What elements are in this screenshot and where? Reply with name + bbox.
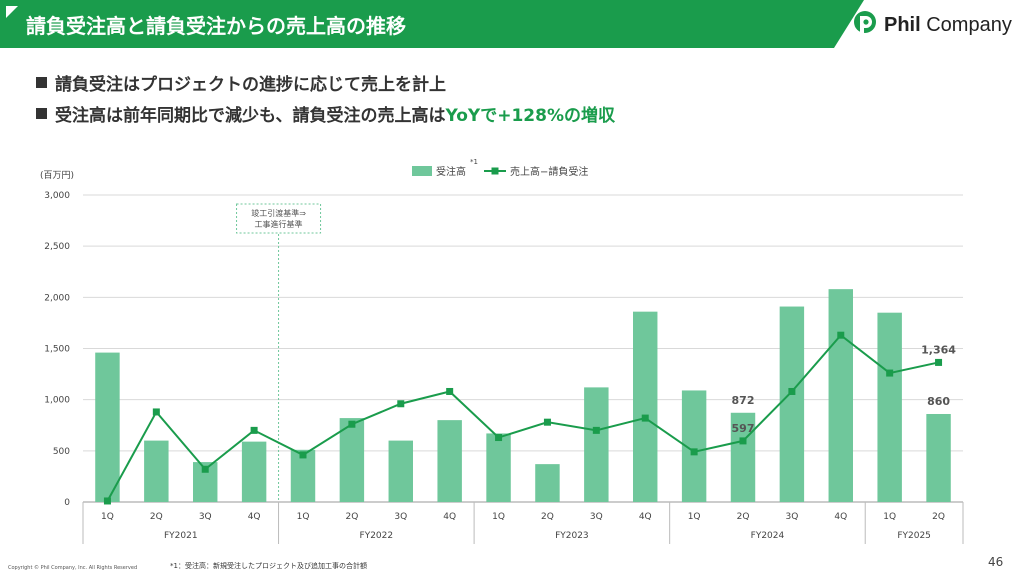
page-title: 請負受注高と請負受注からの売上高の推移 <box>26 14 406 38</box>
x-tick-label: 3Q <box>785 512 798 522</box>
bar-orders <box>486 433 511 502</box>
logo-mark-icon <box>854 11 876 38</box>
bar-orders <box>437 420 462 502</box>
bar-orders <box>339 418 365 502</box>
line-point-sales <box>592 426 600 434</box>
legend-label-sales: 売上高−請負受注 <box>510 165 588 178</box>
x-tick-label: 3Q <box>394 512 407 522</box>
line-point-sales <box>886 369 894 377</box>
x-tick-label: 4Q <box>834 512 847 522</box>
line-point-sales <box>201 465 209 473</box>
x-tick-label: 2Q <box>737 512 750 522</box>
bar-orders <box>633 311 658 502</box>
y-tick-label: 1,000 <box>44 396 70 406</box>
bullet-2: 受注高は前年同期比で減少も、請負受注の売上高はYoYで+128%の増収 <box>36 101 615 126</box>
x-tick-label: 3Q <box>590 512 603 522</box>
x-group-label: FY2024 <box>751 531 785 541</box>
annotation-line-1: 竣工引渡基準⇒ <box>251 208 306 218</box>
x-tick-label: 1Q <box>297 512 310 522</box>
line-point-sales <box>935 358 943 366</box>
bar-orders <box>95 352 120 502</box>
bar-orders <box>388 440 413 502</box>
line-point-sales <box>690 448 698 456</box>
company-logo: Phil Company <box>852 10 1012 40</box>
x-tick-label: 2Q <box>150 512 163 522</box>
legend-label-orders: 受注高 <box>436 165 466 178</box>
bar-orders <box>584 387 609 502</box>
bar-orders <box>241 441 267 502</box>
y-tick-label: 0 <box>64 498 70 508</box>
data-label: 597 <box>732 422 755 435</box>
x-tick-label: 2Q <box>345 512 358 522</box>
y-axis-unit: (百万円) <box>40 170 74 181</box>
legend-note: *1 <box>470 158 478 166</box>
line-point-sales <box>495 434 503 442</box>
y-tick-label: 500 <box>53 447 70 457</box>
line-point-sales <box>543 418 551 426</box>
bar-orders <box>290 449 316 502</box>
bar-orders <box>779 306 805 502</box>
bar-orders <box>828 289 853 502</box>
copyright: Copyright © Phil Company, Inc. All Right… <box>8 565 138 571</box>
data-label: 1,364 <box>921 343 956 356</box>
bar-orders <box>730 412 756 502</box>
y-tick-label: 2,500 <box>44 242 70 252</box>
data-label: 872 <box>732 394 755 407</box>
logo-text: Phil Company <box>884 13 1012 36</box>
footnote: *1：受注高：新規受注したプロジェクト及び追加工事の合計額 <box>170 562 367 570</box>
page-number: 46 <box>988 555 1004 569</box>
bar-orders <box>877 312 902 502</box>
x-tick-label: 1Q <box>492 512 505 522</box>
x-group-label: FY2021 <box>164 531 198 541</box>
line-point-sales <box>299 451 307 459</box>
bar-orders <box>144 440 169 502</box>
bullet-square-icon <box>36 77 47 88</box>
bar-orders <box>926 413 951 502</box>
x-tick-label: 4Q <box>248 512 261 522</box>
line-point-sales <box>103 497 111 505</box>
x-group-label: FY2023 <box>555 531 589 541</box>
x-tick-label: 2Q <box>932 512 945 522</box>
x-tick-label: 4Q <box>443 512 456 522</box>
x-tick-label: 1Q <box>688 512 701 522</box>
line-point-sales <box>152 408 160 416</box>
line-point-sales <box>739 437 747 445</box>
annotation-line-2: 工事進行基準 <box>255 219 303 229</box>
line-point-sales <box>837 331 845 339</box>
highlight-yoy: YoYで+128%の増収 <box>445 106 616 126</box>
header-bar <box>0 0 834 48</box>
x-group-label: FY2022 <box>360 531 394 541</box>
data-label: 860 <box>927 395 950 408</box>
x-tick-label: 3Q <box>199 512 212 522</box>
line-point-sales <box>397 400 405 408</box>
line-point-sales <box>788 387 796 395</box>
y-tick-label: 2,000 <box>44 293 70 303</box>
line-point-sales <box>641 414 649 422</box>
line-point-sales <box>348 420 356 428</box>
line-point-sales <box>446 387 454 395</box>
header-corner-mark <box>6 6 18 18</box>
x-tick-label: 4Q <box>639 512 652 522</box>
y-tick-label: 1,500 <box>44 345 70 355</box>
x-tick-label: 1Q <box>883 512 896 522</box>
annotation-box <box>236 203 322 234</box>
x-tick-label: 2Q <box>541 512 554 522</box>
legend-swatch-orders <box>412 166 432 176</box>
line-point-sales <box>250 426 258 434</box>
x-tick-label: 1Q <box>101 512 114 522</box>
bar-orders <box>535 464 560 502</box>
bullet-1: 請負受注はプロジェクトの進捗に応じて売上を計上 <box>36 70 446 95</box>
line-sales <box>106 333 939 502</box>
bullet-square-icon <box>36 108 47 119</box>
legend-marker-sales <box>491 167 499 175</box>
x-group-label: FY2025 <box>897 531 931 541</box>
y-tick-label: 3,000 <box>44 191 70 201</box>
